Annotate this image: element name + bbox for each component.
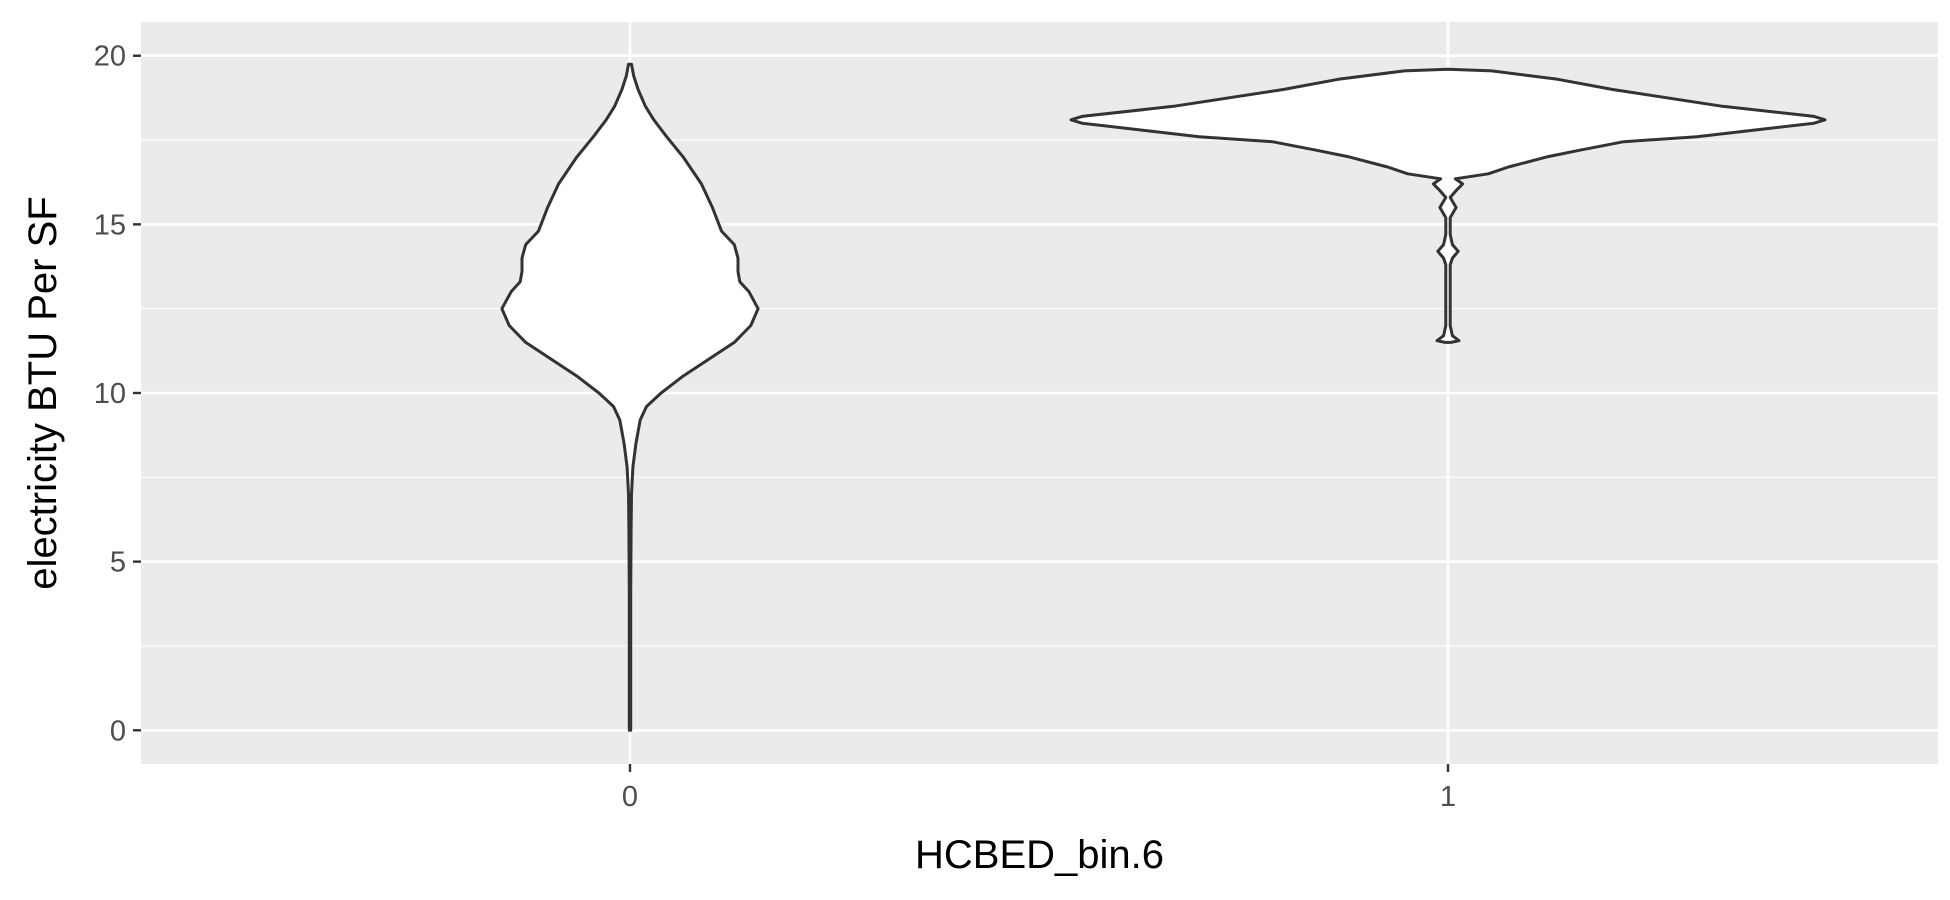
y-axis-ticks: 0 5 10 15 20 — [94, 41, 141, 747]
major-gridlines — [141, 22, 1938, 764]
y-tick-label: 15 — [94, 209, 126, 241]
violin-1 — [1069, 67, 1827, 344]
y-tick-label: 10 — [94, 378, 126, 410]
violins — [500, 62, 1827, 732]
y-tick-label: 0 — [110, 715, 126, 747]
x-axis-title: HCBED_bin.6 — [915, 833, 1164, 877]
x-tick-label: 0 — [622, 781, 638, 813]
x-tick-label: 1 — [1440, 781, 1456, 813]
violin-0 — [500, 62, 760, 732]
y-tick-label: 20 — [94, 41, 126, 73]
y-tick-label: 5 — [110, 547, 126, 579]
y-axis-title: electricity BTU Per SF — [21, 196, 65, 589]
